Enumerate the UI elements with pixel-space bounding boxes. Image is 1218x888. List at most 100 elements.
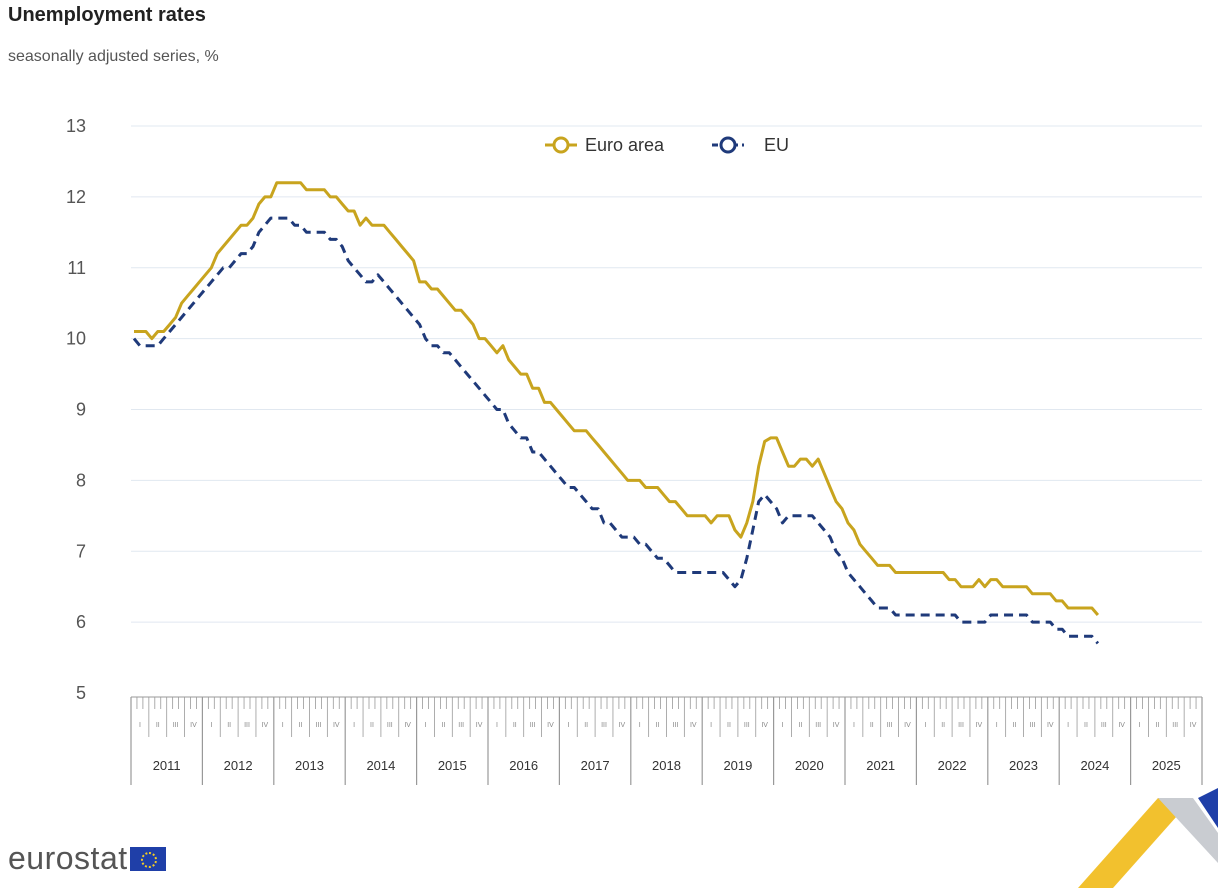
y-tick-label: 11	[67, 258, 86, 278]
quarter-label: III	[530, 722, 536, 729]
quarter-label: IV	[1190, 722, 1197, 729]
y-axis: 5 6 7 8 9 10 11 12 13	[66, 116, 86, 703]
quarter-label: III	[1101, 722, 1107, 729]
quarter-label: I	[567, 722, 569, 729]
quarter-label: II	[441, 722, 445, 729]
quarter-label: IV	[904, 722, 911, 729]
quarter-label: IV	[690, 722, 697, 729]
year-label: 2012	[224, 758, 253, 773]
quarter-label: IV	[619, 722, 626, 729]
quarter-label: II	[584, 722, 588, 729]
legend-euro-area-marker	[552, 136, 570, 154]
y-tick-label: 8	[76, 470, 86, 490]
quarter-label: III	[244, 722, 250, 729]
legend-item-euro-area[interactable]: Euro area	[545, 135, 665, 155]
quarter-label: II	[513, 722, 517, 729]
year-label: 2016	[509, 758, 538, 773]
year-label: 2020	[795, 758, 824, 773]
quarter-label: III	[601, 722, 607, 729]
year-label: 2011	[153, 758, 181, 773]
quarter-label: I	[782, 722, 784, 729]
quarter-label: III	[173, 722, 179, 729]
quarter-label: I	[924, 722, 926, 729]
quarter-label: I	[639, 722, 641, 729]
quarter-label: I	[853, 722, 855, 729]
quarter-label: IV	[833, 722, 840, 729]
year-label: 2019	[723, 758, 752, 773]
quarter-label: I	[496, 722, 498, 729]
quarter-label: III	[744, 722, 750, 729]
quarter-label: II	[798, 722, 802, 729]
quarter-label: II	[941, 722, 945, 729]
y-tick-label: 9	[76, 400, 86, 420]
x-axis: I II III IV I II III IV I II III IV I II III IV I II III IV…	[130, 696, 1203, 785]
y-tick-label: 6	[76, 612, 86, 632]
series-line-eu	[132, 216, 1100, 645]
brand-name: eurostat	[8, 840, 128, 876]
quarter-label: I	[210, 722, 212, 729]
eu-flag-icon	[129, 846, 166, 871]
quarter-label: III	[1030, 722, 1036, 729]
quarter-label: II	[727, 722, 731, 729]
quarter-label: II	[370, 722, 374, 729]
y-tick-label: 7	[76, 541, 86, 561]
legend-eu-label: EU	[764, 135, 789, 155]
chart-subtitle: seasonally adjusted series, %	[8, 48, 219, 65]
legend[interactable]: Euro area EU	[545, 135, 789, 155]
quarter-label: IV	[761, 722, 768, 729]
quarter-label: II	[656, 722, 660, 729]
year-label: 2023	[1009, 758, 1038, 773]
quarter-label: II	[299, 722, 303, 729]
series-lines	[132, 181, 1100, 645]
y-tick-label: 13	[66, 116, 86, 136]
quarter-label: IV	[262, 722, 269, 729]
quarter-label: IV	[333, 722, 340, 729]
quarter-label: I	[1139, 722, 1141, 729]
legend-item-eu[interactable]: EU	[712, 135, 789, 155]
decor-grey-stripe	[1158, 798, 1218, 863]
series-line-euro-area	[134, 181, 1100, 616]
quarter-label: IV	[976, 722, 983, 729]
quarter-label: III	[958, 722, 964, 729]
legend-euro-area-label: Euro area	[585, 135, 665, 155]
quarter-label: II	[870, 722, 874, 729]
year-label: 2014	[366, 758, 395, 773]
year-label: 2015	[438, 758, 467, 773]
quarter-label: III	[1172, 722, 1178, 729]
y-tick-label: 10	[66, 329, 86, 349]
quarter-label: I	[282, 722, 284, 729]
chart-title: Unemployment rates	[8, 4, 206, 26]
year-label: 2021	[866, 758, 895, 773]
quarter-label: I	[710, 722, 712, 729]
quarter-label: I	[353, 722, 355, 729]
y-tick-label: 12	[66, 187, 86, 207]
quarter-label: III	[458, 722, 464, 729]
year-label: 2024	[1080, 758, 1109, 773]
year-label: 2018	[652, 758, 681, 773]
quarter-label: III	[673, 722, 679, 729]
quarter-label: IV	[547, 722, 554, 729]
quarter-label: I	[139, 722, 141, 729]
quarter-label: III	[316, 722, 322, 729]
eurostat-logo: eurostat	[8, 840, 166, 877]
legend-eu-marker	[719, 136, 737, 154]
grid-lines	[131, 125, 1202, 623]
quarter-label: IV	[404, 722, 411, 729]
y-tick-label: 5	[76, 683, 86, 703]
quarter-label: I	[1067, 722, 1069, 729]
quarter-label: IV	[476, 722, 483, 729]
quarter-label: III	[887, 722, 893, 729]
decor-blue-stripe	[1198, 788, 1218, 828]
quarter-label: II	[1155, 722, 1159, 729]
quarter-label: IV	[1118, 722, 1125, 729]
quarter-label: II	[156, 722, 160, 729]
quarter-label: IV	[1047, 722, 1054, 729]
quarter-label: III	[815, 722, 821, 729]
quarter-label: IV	[190, 722, 197, 729]
decor-yellow-stripe	[1078, 798, 1193, 888]
quarter-label: II	[1084, 722, 1088, 729]
quarter-label: II	[227, 722, 231, 729]
quarter-label: II	[1013, 722, 1017, 729]
quarter-label: III	[387, 722, 393, 729]
